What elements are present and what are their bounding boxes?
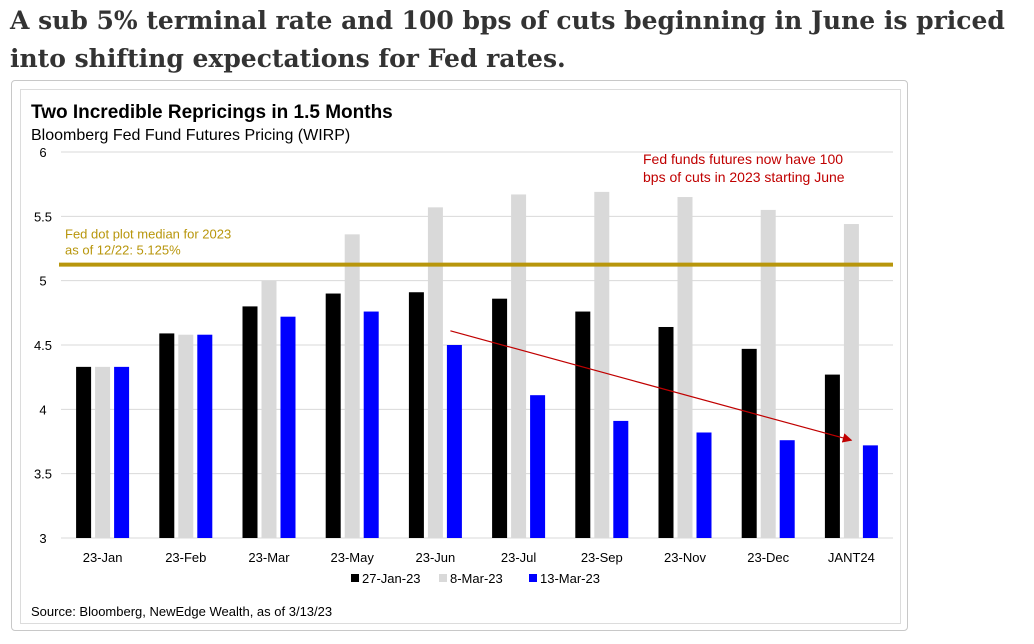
bar-8-Mar-23-23-Feb [178,334,194,538]
bar-8-Mar-23-23-May [344,234,360,538]
x-axis-tick-labels: 23-Jan 23-Feb 23-Mar 23-May 23-Jun 23-Jul 23-S… [83,550,875,565]
y-tick-label: 5 [39,274,46,289]
legend-swatch-8-Mar-23 [439,574,447,582]
x-tick-label: 23-Nov [664,550,706,565]
x-tick-label: 23-Dec [747,550,789,565]
x-tick-label: 23-Sep [581,550,623,565]
bar-8-Mar-23-23-Dec [760,209,776,538]
bar-13-Mar-23-23-Jul [530,395,546,538]
dot-plot-label-line2: as of 12/22: 5.125% [65,243,181,258]
bar-13-Mar-23-23-Mar [280,316,296,538]
annotation-line2: bps of cuts in 2023 starting June [643,169,845,185]
bar-27-Jan-23-23-Mar [242,306,258,538]
bar-13-Mar-23-JANT24 [862,445,878,538]
bar-8-Mar-23-23-Jul [511,194,527,538]
bar-27-Jan-23-23-Jun [408,292,424,538]
bar-8-Mar-23-23-Nov [677,197,693,538]
legend-label-8-Mar-23: 8-Mar-23 [450,571,503,586]
y-tick-label: 3 [39,531,46,546]
chart-source: Source: Bloomberg, NewEdge Wealth, as of… [31,604,332,619]
legend-swatch-27-Jan-23 [351,574,359,582]
x-tick-label: 23-Jan [83,550,123,565]
bar-27-Jan-23-23-May [325,293,341,538]
bars [76,191,878,538]
y-tick-label: 6 [39,145,46,160]
dot-plot-label-line1: Fed dot plot median for 2023 [65,227,231,242]
x-tick-label: 23-Feb [165,550,206,565]
x-tick-label: JANT24 [828,550,875,565]
chart-subtitle: Bloomberg Fed Fund Futures Pricing (WIRP… [31,127,350,144]
bar-27-Jan-23-23-Sep [575,311,591,538]
chart-title: Two Incredible Repricings in 1.5 Months [31,102,393,123]
bar-27-Jan-23-23-Jan [76,366,92,538]
legend: 27-Jan-23 8-Mar-23 13-Mar-23 [351,571,600,586]
fed-futures-bar-chart: Two Incredible Repricings in 1.5 Months … [31,102,893,619]
y-tick-label: 4.5 [34,338,52,353]
bar-8-Mar-23-JANT24 [843,224,859,538]
x-tick-label: 23-Mar [248,550,290,565]
bar-27-Jan-23-23-Nov [658,326,674,538]
x-tick-label: 23-Jun [416,550,456,565]
bar-13-Mar-23-23-Jun [446,345,462,538]
annotation-line1: Fed funds futures now have 100 [643,151,843,167]
bar-8-Mar-23-23-Jan [95,366,111,538]
legend-swatch-13-Mar-23 [529,574,537,582]
bar-13-Mar-23-23-Sep [613,420,629,538]
y-tick-label: 5.5 [34,209,52,224]
bar-27-Jan-23-23-Feb [159,333,175,538]
bar-13-Mar-23-23-Nov [696,432,712,538]
x-tick-label: 23-Jul [501,550,537,565]
bar-27-Jan-23-23-Jul [492,298,508,538]
bar-8-Mar-23-23-Mar [261,280,277,538]
y-tick-label: 4 [39,402,46,417]
bar-27-Jan-23-JANT24 [824,374,840,538]
bar-13-Mar-23-23-May [363,311,379,538]
bar-13-Mar-23-23-Dec [779,440,795,538]
chart-card: Two Incredible Repricings in 1.5 Months … [11,80,908,631]
bar-8-Mar-23-23-Sep [594,191,610,538]
y-axis-tick-labels: 3 3.5 4 4.5 5 5.5 6 [34,145,52,546]
bar-27-Jan-23-23-Dec [741,348,757,538]
legend-label-27-Jan-23: 27-Jan-23 [362,571,421,586]
chart-frame: Two Incredible Repricings in 1.5 Months … [20,89,901,624]
x-tick-label: 23-May [331,550,375,565]
bar-13-Mar-23-23-Feb [197,334,213,538]
bar-13-Mar-23-23-Jan [114,366,130,538]
article-headline: A sub 5% terminal rate and 100 bps of cu… [10,6,1005,73]
bar-8-Mar-23-23-Jun [427,207,443,538]
cuts-trend-arrow [450,330,853,443]
y-tick-label: 3.5 [34,467,52,482]
legend-label-13-Mar-23: 13-Mar-23 [540,571,600,586]
